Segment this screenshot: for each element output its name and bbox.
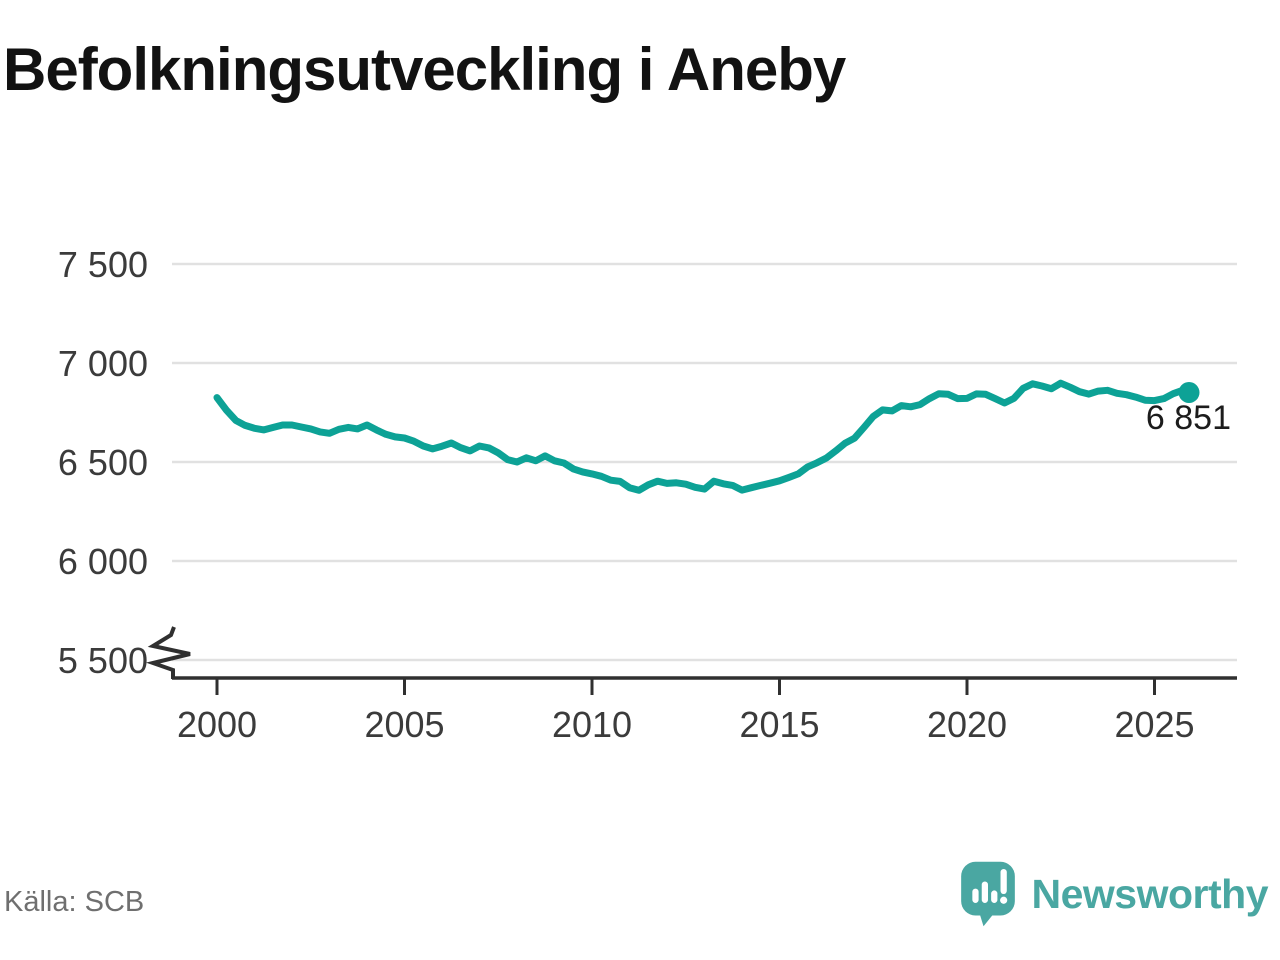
end-point-marker — [1178, 382, 1200, 404]
x-tick-label: 2005 — [364, 704, 444, 745]
logo-exclamation-dot — [999, 896, 1007, 904]
y-tick-label: 6 500 — [58, 442, 148, 483]
x-tick-label: 2020 — [927, 704, 1007, 745]
y-tick-label: 6 000 — [58, 541, 148, 582]
y-tick-label: 5 500 — [58, 640, 148, 681]
population-line — [213, 379, 1193, 494]
x-tick-label: 2015 — [739, 704, 819, 745]
y-tick-label: 7 500 — [58, 244, 148, 285]
newsworthy-logo-icon — [960, 861, 1015, 927]
logo-exclamation-icon — [1000, 868, 1007, 894]
x-tick-label: 2010 — [552, 704, 632, 745]
newsworthy-logo: Newsworthy — [959, 860, 1269, 928]
source-label: Källa: SCB — [4, 886, 145, 918]
newsworthy-wordmark: Newsworthy — [1031, 870, 1269, 917]
chart-title: Befolkningsutveckling i Aneby — [3, 36, 846, 103]
axis-break-icon — [145, 626, 191, 679]
logo-bar-icon — [971, 888, 979, 903]
logo-bubble-tail — [978, 911, 995, 927]
logo-bar-icon — [981, 881, 988, 903]
end-value-label: 6 851 — [1146, 399, 1231, 437]
x-tick-label: 2025 — [1114, 704, 1194, 745]
y-tick-label: 7 000 — [58, 343, 148, 384]
x-tick-label: 2000 — [177, 704, 257, 745]
logo-bar-icon — [990, 890, 997, 903]
